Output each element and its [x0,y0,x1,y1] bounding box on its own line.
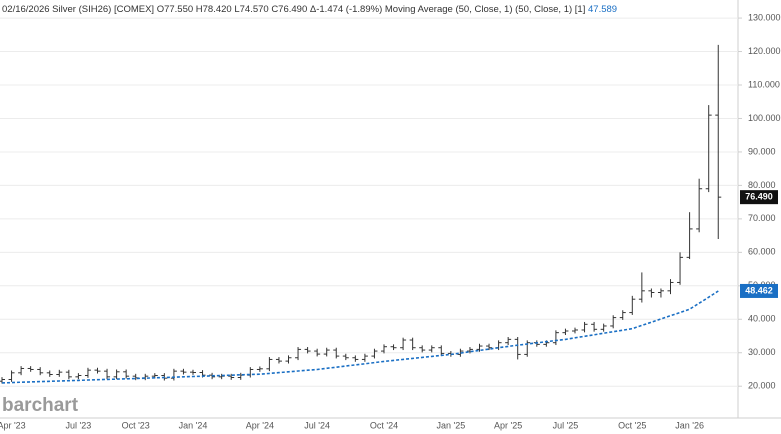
ma-value-label: 48.462 [745,285,773,295]
x-tick-label: Oct '24 [370,420,398,430]
x-tick-label: Jan '26 [675,420,704,430]
y-tick-label: 80.000 [748,180,776,190]
x-tick-label: Apr '25 [494,420,522,430]
y-tick-label: 30.000 [748,347,776,357]
header-value: 47.589 [588,4,617,15]
y-tick-label: 100.000 [748,113,781,123]
x-tick-label: Apr '23 [0,420,26,430]
ma-value-box [740,283,778,298]
y-tick-label: 110.000 [748,79,780,89]
last-price-box [740,190,778,205]
y-tick-label: 60.000 [748,247,776,257]
x-tick-label: Oct '25 [618,420,646,430]
x-tick-label: Jan '25 [436,420,465,430]
y-tick-label: 90.000 [748,146,776,156]
x-tick-label: Jul '23 [66,420,92,430]
header-text: 02/16/2026 Silver (SIH26) [COMEX] O77.55… [2,4,585,15]
x-tick-label: Jul '24 [304,420,330,430]
y-tick-label: 130.000 [748,12,781,22]
x-tick-label: Oct '23 [122,420,150,430]
x-tick-label: Jan '24 [179,420,208,430]
y-tick-label: 120.000 [748,46,781,56]
chart-title: 02/16/2026 Silver (SIH26) [COMEX] O77.55… [2,4,617,15]
x-tick-label: Apr '24 [246,420,274,430]
last-price-label: 76.490 [745,192,773,202]
x-tick-label: Jul '25 [553,420,579,430]
watermark: barchart [2,395,79,416]
y-tick-label: 40.000 [748,314,776,324]
y-tick-label: 20.000 [748,381,776,391]
y-tick-label: 70.000 [748,213,776,223]
